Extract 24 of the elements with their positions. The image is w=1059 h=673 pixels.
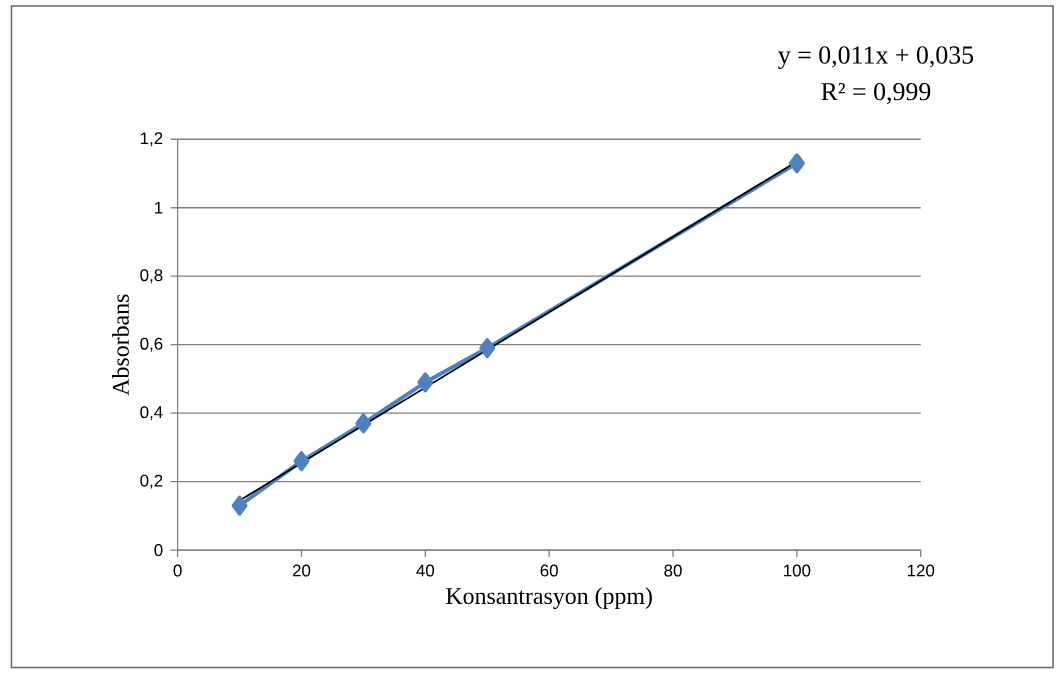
x-tick-label: 120 [907, 564, 935, 577]
point [788, 153, 805, 173]
x-tick-label: 20 [292, 564, 311, 577]
x-tick-label: 100 [784, 564, 811, 577]
x-tick-label: 0 [173, 564, 182, 577]
point [355, 413, 372, 434]
y-tick-label: 0,8 [140, 268, 163, 283]
point [293, 450, 310, 471]
x-tick-label: 40 [416, 564, 435, 577]
text: R² = 0,999 [821, 82, 931, 104]
x-axis-title: Konsantrasyon (ppm) [446, 587, 652, 609]
point [417, 372, 434, 393]
y-axis-title: Absorbans [112, 294, 129, 396]
x-tick-label: 80 [664, 564, 682, 577]
text: y = 0,011x + 0,035 [778, 46, 974, 69]
y-tick-label: 0 [154, 543, 163, 556]
y-tick-label: 0,2 [140, 474, 163, 489]
point [231, 495, 248, 516]
y-tick-label: 0,4 [140, 405, 163, 420]
y-tick-label: 1 [155, 201, 163, 214]
x-tick-label: 60 [540, 564, 558, 577]
point [479, 337, 496, 358]
y-tick-label: 1,2 [140, 132, 163, 147]
y-tick-label: 0,6 [140, 337, 163, 352]
